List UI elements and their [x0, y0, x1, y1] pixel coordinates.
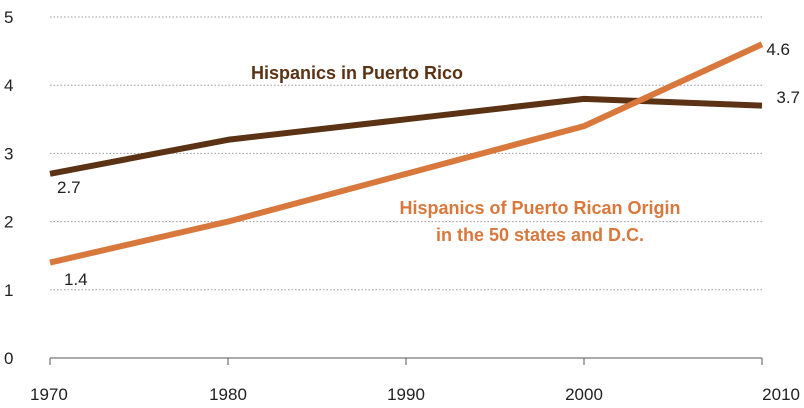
- x-tick-label: 1980: [209, 385, 247, 404]
- y-tick-label: 0: [4, 349, 13, 368]
- x-tick-label: 1970: [30, 385, 68, 404]
- y-tick-label: 4: [4, 76, 13, 95]
- data-label-start-1: 2.7: [57, 178, 81, 197]
- series-label-2: Hispanics of Puerto Rican Origin: [399, 198, 680, 218]
- y-tick-label: 3: [4, 144, 13, 163]
- y-tick-label: 5: [4, 8, 13, 27]
- y-tick-label: 1: [4, 281, 13, 300]
- series-label-2: in the 50 states and D.C.: [436, 225, 644, 245]
- data-label-start-2: 1.4: [64, 270, 88, 289]
- data-label-end-1: 3.7: [776, 88, 800, 107]
- series-line-2: [49, 41, 764, 266]
- annotations: 2.7 3.7 Hispanics in Puerto Rico 1.4 4.6 Hisp…: [57, 40, 800, 289]
- x-tick-label: 2010: [762, 385, 800, 404]
- series-lines: [49, 41, 764, 266]
- x-tick-label: 2000: [565, 385, 603, 404]
- x-tick-label: 1990: [387, 385, 425, 404]
- series-label-1: Hispanics in Puerto Rico: [251, 63, 463, 83]
- data-label-end-2: 4.6: [766, 40, 790, 59]
- axes: 0 1 2 3 4 5 1970 1980 1990 2000 2010: [4, 8, 800, 404]
- y-tick-label: 2: [4, 213, 13, 232]
- series-line-1: [49, 95, 763, 177]
